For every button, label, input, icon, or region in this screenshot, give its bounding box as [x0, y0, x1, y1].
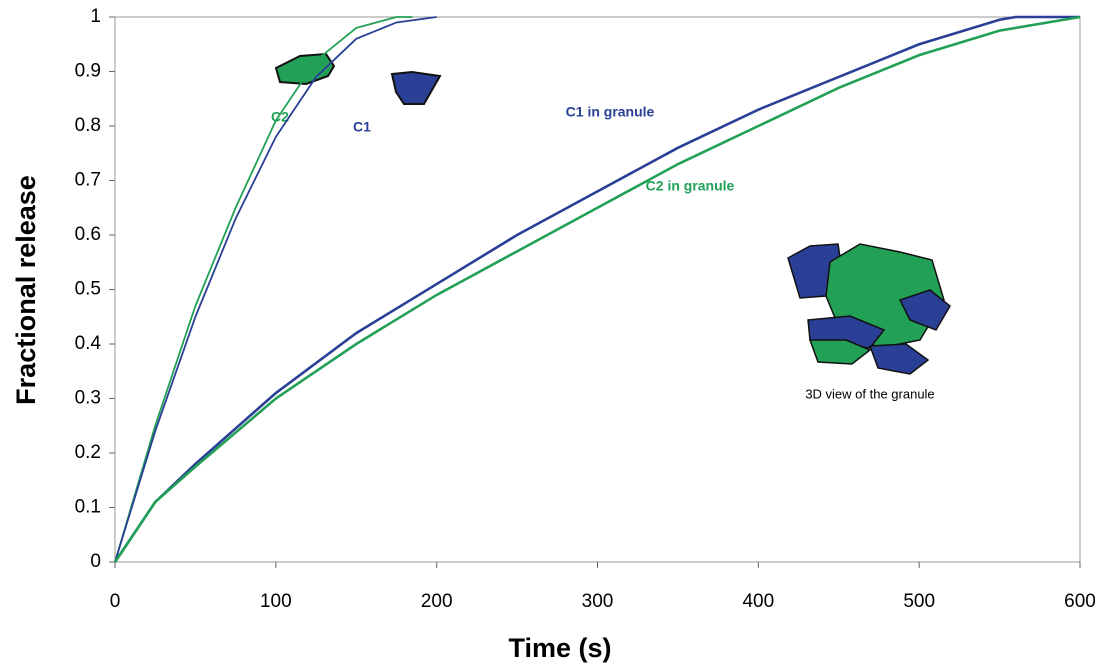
y-tick-label: 0.8 [75, 115, 101, 136]
series-label: C2 [271, 109, 289, 125]
c2-particle [274, 52, 336, 86]
y-tick-label: 0.9 [75, 61, 101, 82]
y-tick-label: 0.4 [75, 333, 102, 354]
y-tick-label: 0.7 [75, 170, 101, 191]
x-tick-label: 300 [582, 591, 614, 612]
y-tick-label: 0.2 [75, 442, 101, 463]
x-tick-label: 0 [110, 591, 121, 612]
y-tick-label: 0.3 [75, 388, 101, 409]
granule-picture [787, 243, 951, 375]
line [114, 16, 413, 563]
y-tick-label: 0.1 [75, 497, 101, 518]
line [113, 15, 1081, 563]
x-tick-label: 400 [742, 591, 774, 612]
c1-particle [390, 70, 442, 105]
series-label: C1 in granule [566, 104, 655, 120]
x-tick-label: 100 [260, 591, 292, 612]
series-label: C1 [353, 119, 371, 135]
series-label: C2 in granule [646, 178, 735, 194]
annotation: 3D view of the granule [805, 386, 934, 401]
y-tick-label: 0.6 [75, 224, 101, 245]
y-axis-title: Fractional release [11, 175, 41, 405]
y-tick-label: 1 [90, 6, 101, 27]
y-tick-label: 0 [90, 551, 101, 572]
line [114, 16, 437, 563]
y-tick-label: 0.5 [75, 279, 101, 300]
x-tick-label: 600 [1064, 591, 1096, 612]
x-tick-label: 500 [903, 591, 935, 612]
x-axis-title: Time (s) [508, 633, 611, 663]
x-tick-label: 200 [421, 591, 453, 612]
line [113, 15, 1080, 563]
